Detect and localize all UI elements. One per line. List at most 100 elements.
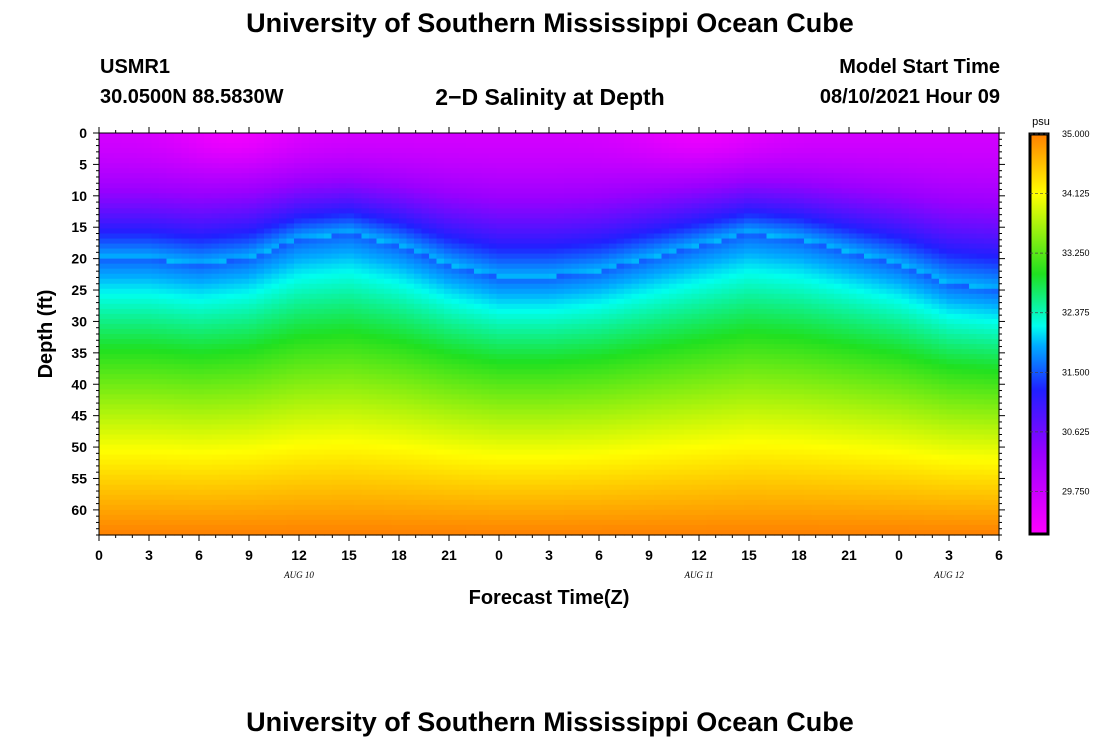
- heatmap-cell: [444, 158, 453, 164]
- heatmap-cell: [294, 198, 303, 204]
- heatmap-cell: [106, 419, 115, 426]
- heatmap-cell: [421, 384, 430, 390]
- heatmap-cell: [414, 359, 423, 365]
- heatmap-cell: [346, 318, 355, 325]
- heatmap-cell: [331, 449, 340, 456]
- heatmap-cell: [294, 494, 303, 501]
- heatmap-cell: [361, 489, 370, 496]
- heatmap-cell: [459, 238, 468, 245]
- heatmap-cell: [346, 298, 355, 305]
- heatmap-cell: [294, 414, 303, 421]
- heatmap-cell: [189, 183, 198, 189]
- heatmap-cell: [354, 263, 363, 270]
- heatmap-cell: [466, 479, 475, 486]
- heatmap-cell: [264, 163, 273, 169]
- heatmap-cell: [489, 183, 498, 189]
- heatmap-cell: [204, 138, 213, 144]
- heatmap-cell: [249, 334, 258, 340]
- heatmap-cell: [451, 519, 460, 526]
- heatmap-cell: [99, 233, 108, 240]
- heatmap-cell: [339, 404, 348, 410]
- heatmap-cell: [481, 354, 490, 360]
- heatmap-cell: [106, 298, 115, 305]
- heatmap-cell: [301, 243, 310, 250]
- heatmap-cell: [301, 354, 310, 360]
- heatmap-cell: [106, 524, 115, 531]
- heatmap-cell: [309, 303, 318, 310]
- heatmap-cell: [174, 384, 183, 390]
- heatmap-cell: [136, 469, 145, 476]
- heatmap-cell: [309, 133, 318, 139]
- heatmap-cell: [324, 419, 333, 426]
- heatmap-cell: [114, 499, 123, 506]
- heatmap-cell: [474, 228, 483, 235]
- heatmap-cell: [384, 198, 393, 204]
- heatmap-cell: [121, 359, 130, 365]
- heatmap-cell: [384, 384, 393, 390]
- heatmap-cell: [196, 519, 205, 526]
- heatmap-cell: [264, 494, 273, 501]
- heatmap-cell: [106, 479, 115, 486]
- heatmap-cell: [384, 263, 393, 270]
- heatmap-cell: [391, 514, 400, 521]
- heatmap-cell: [204, 178, 213, 184]
- heatmap-cell: [256, 153, 265, 159]
- heatmap-cell: [376, 444, 385, 451]
- heatmap-cell: [286, 524, 295, 531]
- heatmap-cell: [204, 238, 213, 245]
- heatmap-cell: [196, 268, 205, 275]
- heatmap-cell: [436, 494, 445, 501]
- heatmap-cell: [534, 509, 543, 516]
- heatmap-cell: [324, 258, 333, 265]
- heatmap-cell: [99, 208, 108, 215]
- heatmap-cell: [451, 178, 460, 184]
- heatmap-cell: [301, 238, 310, 245]
- heatmap-cell: [286, 293, 295, 300]
- heatmap-cell: [286, 313, 295, 320]
- heatmap-cell: [279, 293, 288, 300]
- heatmap-cell: [174, 449, 183, 456]
- heatmap-cell: [271, 323, 280, 330]
- heatmap-cell: [481, 288, 490, 295]
- heatmap-cell: [166, 444, 175, 451]
- heatmap-cell: [421, 414, 430, 421]
- heatmap-cell: [301, 168, 310, 174]
- heatmap-cell: [504, 273, 513, 280]
- heatmap-cell: [316, 464, 325, 471]
- heatmap-cell: [234, 223, 243, 230]
- heatmap-cell: [526, 384, 535, 390]
- heatmap-cell: [534, 298, 543, 305]
- heatmap-cell: [309, 419, 318, 426]
- heatmap-cell: [159, 283, 168, 290]
- heatmap-cell: [436, 148, 445, 154]
- heatmap-cell: [181, 514, 190, 521]
- heatmap-cell: [496, 339, 505, 345]
- heatmap-cell: [189, 153, 198, 159]
- heatmap-cell: [316, 344, 325, 350]
- heatmap-cell: [339, 364, 348, 370]
- heatmap-cell: [504, 484, 513, 491]
- heatmap-cell: [429, 173, 438, 179]
- heatmap-cell: [354, 233, 363, 240]
- heatmap-cell: [519, 278, 528, 285]
- heatmap-cell: [189, 233, 198, 240]
- heatmap-cell: [429, 424, 438, 431]
- heatmap-cell: [279, 303, 288, 310]
- heatmap-cell: [511, 374, 520, 380]
- heatmap-cell: [189, 399, 198, 405]
- heatmap-cell: [279, 419, 288, 426]
- heatmap-cell: [324, 429, 333, 436]
- heatmap-cell: [189, 168, 198, 174]
- heatmap-cell: [541, 153, 550, 159]
- heatmap-cell: [511, 268, 520, 275]
- heatmap-cell: [489, 359, 498, 365]
- heatmap-cell: [189, 384, 198, 390]
- heatmap-cell: [549, 474, 558, 481]
- heatmap-cell: [181, 409, 190, 416]
- heatmap-cell: [181, 138, 190, 144]
- heatmap-cell: [511, 519, 520, 526]
- heatmap-cell: [496, 173, 505, 179]
- heatmap-cell: [144, 419, 153, 426]
- heatmap-cell: [444, 298, 453, 305]
- heatmap-cell: [511, 188, 520, 194]
